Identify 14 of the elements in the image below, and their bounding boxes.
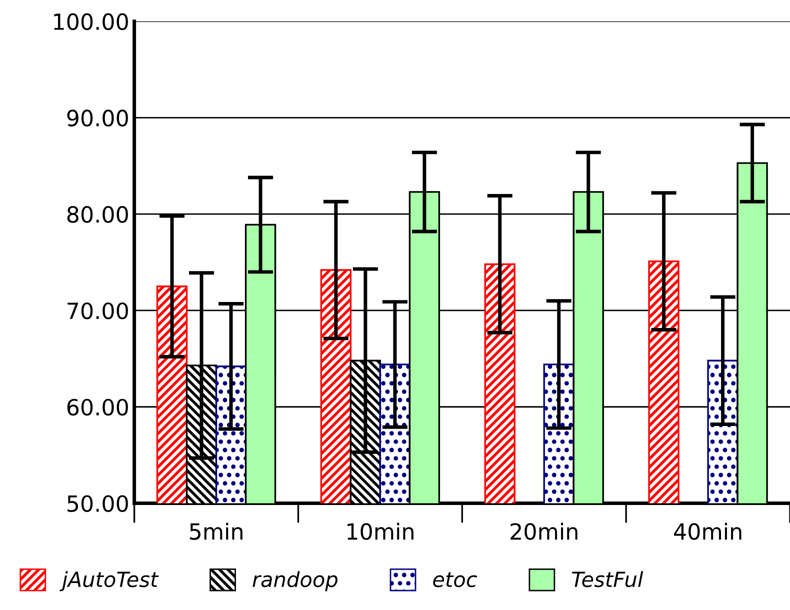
legend-label: etoc: [433, 572, 478, 588]
legend-label: randoop: [252, 571, 338, 592]
legend-label: jAutoTest: [60, 571, 159, 592]
y-tick-label: 60.00: [67, 398, 128, 416]
x-tick-label: 5min: [190, 522, 242, 540]
y-tick-label: 80.00: [67, 206, 128, 223]
x-tick-label: 20min: [510, 522, 578, 540]
x-tick-label: 10min: [348, 522, 414, 540]
y-tick-label: 100.00: [54, 13, 128, 30]
y-tick-label: 50.00: [68, 495, 128, 512]
x-tick-label: 40min: [674, 522, 742, 540]
y-tick-label: 90.00: [67, 110, 128, 126]
y-tick-label: 70.00: [68, 302, 128, 320]
legend-label: TestFul: [572, 571, 644, 588]
